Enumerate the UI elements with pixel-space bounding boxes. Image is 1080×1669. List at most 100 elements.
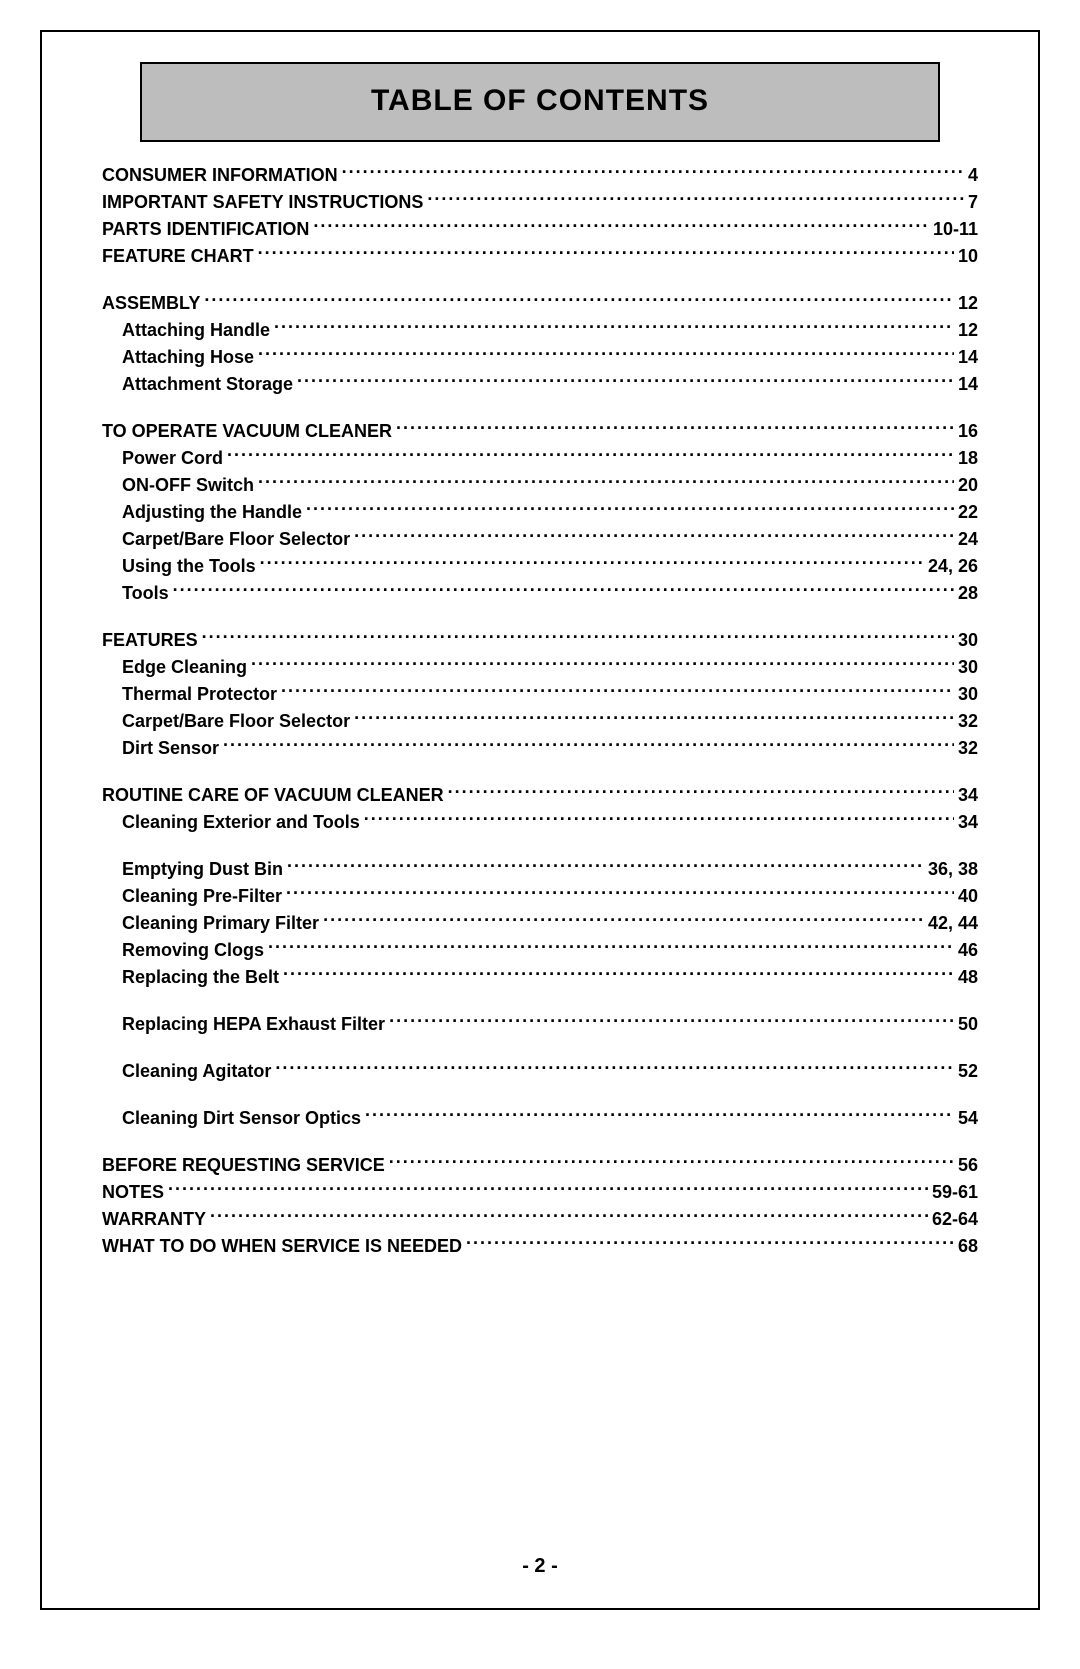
toc-entry-label: WHAT TO DO WHEN SERVICE IS NEEDED <box>102 1233 466 1260</box>
title-box: TABLE OF CONTENTS <box>140 62 940 142</box>
toc-entry: ON-OFF Switch20 <box>102 472 978 499</box>
toc-entry: Power Cord18 <box>102 445 978 472</box>
toc-leader-dots <box>297 372 954 390</box>
toc-entry-label: CONSUMER INFORMATION <box>102 162 342 189</box>
toc-leader-dots <box>168 1180 928 1198</box>
toc-entry-label: Cleaning Agitator <box>122 1058 275 1085</box>
toc-entry-label: Replacing the Belt <box>122 964 283 991</box>
toc-entry-page: 14 <box>954 344 978 371</box>
toc-leader-dots <box>204 291 954 309</box>
toc-entry-page: 4 <box>964 162 978 189</box>
toc-entry-page: 59-61 <box>928 1179 978 1206</box>
toc-entry-page: 34 <box>954 782 978 809</box>
toc-entry-page: 56 <box>954 1152 978 1179</box>
toc-entry: Replacing HEPA Exhaust Filter50 <box>102 1011 978 1038</box>
toc-entry-label: FEATURE CHART <box>102 243 258 270</box>
toc-entry-label: NOTES <box>102 1179 168 1206</box>
toc-leader-dots <box>223 736 954 754</box>
toc-section: CONSUMER INFORMATION 4 IMPORTANT SAFETY IN… <box>102 162 978 270</box>
table-of-contents: CONSUMER INFORMATION 4 IMPORTANT SAFETY IN… <box>42 142 1038 1260</box>
toc-leader-dots <box>202 628 954 646</box>
toc-gap <box>102 991 978 1011</box>
toc-leader-dots <box>210 1207 928 1225</box>
toc-entry: Attachment Storage14 <box>102 371 978 398</box>
toc-entry: ROUTINE CARE OF VACUUM CLEANER 34 <box>102 782 978 809</box>
toc-entry: Tools 28 <box>102 580 978 607</box>
toc-leader-dots <box>364 810 954 828</box>
toc-entry-page: 30 <box>954 681 978 708</box>
toc-entry: Carpet/Bare Floor Selector24 <box>102 526 978 553</box>
toc-entry-label: Emptying Dust Bin <box>122 856 287 883</box>
toc-leader-dots <box>389 1153 954 1171</box>
toc-entry-label: WARRANTY <box>102 1206 210 1233</box>
toc-leader-dots <box>260 554 924 572</box>
toc-leader-dots <box>389 1012 954 1030</box>
toc-leader-dots <box>227 446 954 464</box>
toc-entry-label: FEATURES <box>102 627 202 654</box>
toc-entry-page: 68 <box>954 1233 978 1260</box>
toc-entry: Cleaning Exterior and Tools34 <box>102 809 978 836</box>
toc-entry-page: 52 <box>954 1058 978 1085</box>
toc-entry: Cleaning Primary Filter42, 44 <box>102 910 978 937</box>
toc-entry-label: Attaching Handle <box>122 317 274 344</box>
toc-section: FEATURES30Edge Cleaning30Thermal Protect… <box>102 627 978 762</box>
toc-entry-page: 50 <box>954 1011 978 1038</box>
toc-entry: TO OPERATE VACUUM CLEANER 16 <box>102 418 978 445</box>
toc-entry-label: Removing Clogs <box>122 937 268 964</box>
toc-entry: Emptying Dust Bin36, 38 <box>102 856 978 883</box>
toc-leader-dots <box>251 655 954 673</box>
toc-leader-dots <box>306 500 954 518</box>
toc-entry: FEATURES30 <box>102 627 978 654</box>
toc-section: TO OPERATE VACUUM CLEANER 16Power Cord18O… <box>102 418 978 607</box>
toc-leader-dots <box>354 709 954 727</box>
toc-leader-dots <box>427 190 964 208</box>
toc-entry: Attaching Hose14 <box>102 344 978 371</box>
toc-leader-dots <box>365 1106 954 1124</box>
toc-leader-dots <box>323 911 924 929</box>
toc-entry: Attaching Handle12 <box>102 317 978 344</box>
toc-entry-label: ON-OFF Switch <box>122 472 258 499</box>
toc-entry-page: 40 <box>954 883 978 910</box>
toc-entry: FEATURE CHART 10 <box>102 243 978 270</box>
toc-gap <box>102 1038 978 1058</box>
toc-entry: NOTES 59-61 <box>102 1179 978 1206</box>
toc-leader-dots <box>354 527 954 545</box>
toc-entry: PARTS IDENTIFICATION 10-11 <box>102 216 978 243</box>
toc-entry-label: Carpet/Bare Floor Selector <box>122 708 354 735</box>
toc-entry-page: 10 <box>954 243 978 270</box>
toc-entry-label: Adjusting the Handle <box>122 499 306 526</box>
toc-entry-page: 62-64 <box>928 1206 978 1233</box>
toc-entry: BEFORE REQUESTING SERVICE56 <box>102 1152 978 1179</box>
toc-leader-dots <box>283 965 954 983</box>
toc-leader-dots <box>258 473 954 491</box>
toc-leader-dots <box>274 318 954 336</box>
toc-entry-page: 16 <box>954 418 978 445</box>
toc-entry-page: 54 <box>954 1105 978 1132</box>
toc-entry: Removing Clogs46 <box>102 937 978 964</box>
toc-entry-label: IMPORTANT SAFETY INSTRUCTIONS <box>102 189 427 216</box>
toc-entry-page: 30 <box>954 654 978 681</box>
toc-entry-label: ROUTINE CARE OF VACUUM CLEANER <box>102 782 448 809</box>
page-border: TABLE OF CONTENTS CONSUMER INFORMATION 4 I… <box>40 30 1040 1610</box>
toc-entry-label: PARTS IDENTIFICATION <box>102 216 313 243</box>
toc-entry-page: 28 <box>954 580 978 607</box>
toc-leader-dots <box>258 244 954 262</box>
toc-gap <box>102 836 978 856</box>
toc-leader-dots <box>258 345 954 363</box>
toc-entry-page: 10-11 <box>929 216 978 243</box>
toc-entry: Adjusting the Handle22 <box>102 499 978 526</box>
toc-leader-dots <box>396 419 954 437</box>
toc-entry-label: TO OPERATE VACUUM CLEANER <box>102 418 396 445</box>
toc-entry-label: Tools <box>122 580 173 607</box>
toc-leader-dots <box>286 884 954 902</box>
toc-entry-label: Cleaning Dirt Sensor Optics <box>122 1105 365 1132</box>
toc-entry-page: 48 <box>954 964 978 991</box>
toc-entry-page: 7 <box>964 189 978 216</box>
toc-leader-dots <box>287 857 924 875</box>
toc-entry-page: 24, 26 <box>924 553 978 580</box>
toc-entry: Thermal Protector30 <box>102 681 978 708</box>
toc-entry-label: Attachment Storage <box>122 371 297 398</box>
toc-entry: ASSEMBLY12 <box>102 290 978 317</box>
toc-entry-label: Dirt Sensor <box>122 735 223 762</box>
toc-entry: CONSUMER INFORMATION 4 <box>102 162 978 189</box>
